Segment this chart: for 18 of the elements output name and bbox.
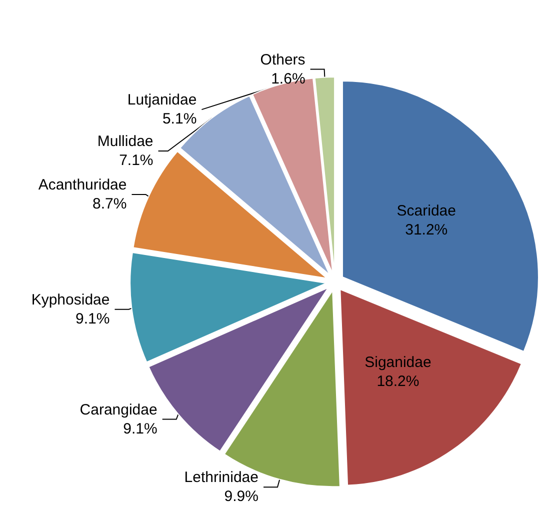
data-label: 9.9% bbox=[224, 488, 259, 506]
slice-label: Carangidae bbox=[80, 401, 158, 418]
data-label: 1.6% bbox=[271, 70, 306, 88]
slice-label: Kyphosidae bbox=[31, 291, 110, 308]
slice-label: Mullidae bbox=[97, 133, 154, 150]
slice-label: Lutjanidae bbox=[127, 92, 197, 109]
data-label: 8.7% bbox=[92, 196, 127, 213]
slice-label: Lethrinidae bbox=[184, 469, 259, 486]
data-label: 31.2% bbox=[405, 222, 448, 239]
data-label: 9.1% bbox=[123, 420, 158, 438]
data-label: 9.1% bbox=[76, 310, 110, 328]
data-label: 7.1% bbox=[119, 152, 154, 170]
slice-label: Acanthuridae bbox=[38, 176, 127, 194]
slice-label: Siganidae bbox=[364, 354, 432, 372]
slice-label: Scaridae bbox=[396, 202, 456, 220]
data-label: 18.2% bbox=[376, 373, 420, 390]
data-label: 5.1% bbox=[162, 110, 197, 128]
slice-label: Others bbox=[260, 51, 306, 68]
